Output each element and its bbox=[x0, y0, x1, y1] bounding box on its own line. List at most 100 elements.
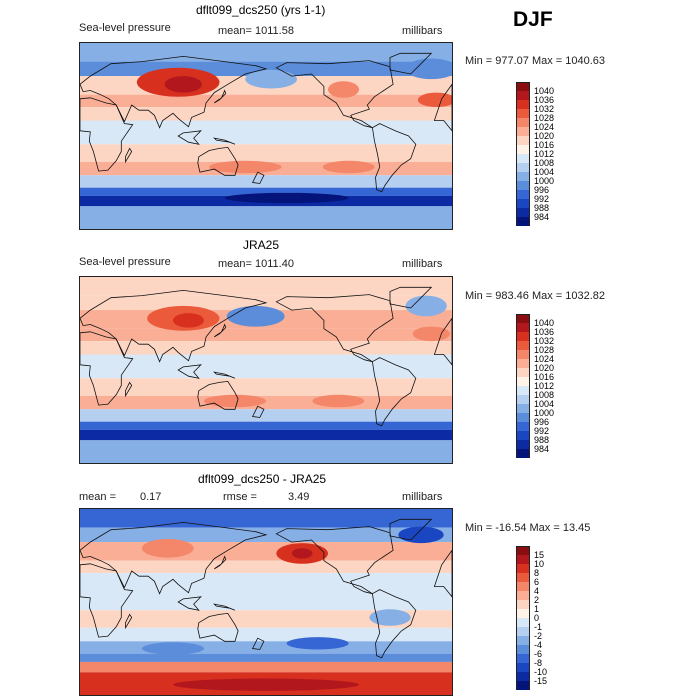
colorbar-cell bbox=[516, 431, 530, 440]
colorbar-label: 1004 bbox=[534, 167, 555, 177]
colorbar-label: 10 bbox=[534, 559, 545, 569]
colorbar-cell bbox=[516, 172, 530, 181]
colorbar-cell bbox=[516, 91, 530, 100]
panel2-map bbox=[79, 276, 453, 464]
colorbar-label: 8 bbox=[534, 568, 540, 578]
panel1-variable: Sea-level pressure bbox=[79, 22, 171, 34]
coastline-1 bbox=[80, 563, 134, 638]
band-9 bbox=[80, 421, 452, 430]
feature-6 bbox=[142, 642, 204, 655]
colorbar-cell bbox=[516, 154, 530, 163]
colorbar-cell bbox=[516, 359, 530, 368]
band-3 bbox=[80, 328, 452, 342]
colorbar-cell bbox=[516, 663, 530, 672]
coastline-2 bbox=[433, 317, 452, 366]
season-label: DJF bbox=[513, 8, 553, 31]
band-11 bbox=[80, 206, 452, 229]
colorbar-label: 1000 bbox=[534, 408, 555, 418]
colorbar-cell bbox=[516, 217, 530, 226]
colorbar-cell bbox=[516, 109, 530, 118]
band-0 bbox=[80, 277, 452, 296]
colorbar-label: 1024 bbox=[534, 122, 555, 132]
colorbar-label: 996 bbox=[534, 417, 550, 427]
coastline-4 bbox=[371, 589, 417, 659]
feature-7 bbox=[173, 678, 359, 691]
coastline-8 bbox=[213, 371, 236, 379]
band-9 bbox=[80, 187, 452, 196]
feature-4 bbox=[412, 326, 450, 342]
colorbar-cell bbox=[516, 591, 530, 600]
coastline-9 bbox=[214, 89, 227, 104]
coastline-5 bbox=[197, 612, 239, 642]
coastline-4 bbox=[371, 357, 417, 427]
band-0 bbox=[80, 509, 452, 528]
colorbar-label: 2 bbox=[534, 595, 540, 605]
colorbar-label: 1036 bbox=[534, 95, 555, 105]
coastline-1 bbox=[80, 97, 134, 172]
colorbar-cell bbox=[516, 672, 530, 681]
coastline-2 bbox=[433, 83, 452, 132]
colorbar-cell bbox=[516, 449, 530, 458]
panel1-map-svg bbox=[80, 43, 452, 229]
colorbar-cell bbox=[516, 368, 530, 377]
band-8 bbox=[80, 175, 452, 188]
panel3-map-svg bbox=[80, 509, 452, 695]
band-9 bbox=[80, 653, 452, 662]
feature-2 bbox=[245, 69, 297, 89]
feature-2 bbox=[142, 538, 194, 558]
coastline-3 bbox=[275, 294, 394, 363]
band-5 bbox=[80, 586, 452, 611]
colorbar-label: 1 bbox=[534, 604, 540, 614]
panel1-map bbox=[79, 42, 453, 230]
colorbar-label: -4 bbox=[534, 640, 543, 650]
colorbar-label: 992 bbox=[534, 194, 550, 204]
colorbar-cell bbox=[516, 314, 530, 323]
panel2-minmax: Min = 983.46 Max = 1032.82 bbox=[465, 290, 606, 302]
colorbar-cell bbox=[516, 404, 530, 413]
colorbar-label: 1028 bbox=[534, 113, 555, 123]
colorbar-label: -15 bbox=[534, 676, 548, 686]
colorbar-label: -10 bbox=[534, 667, 548, 677]
colorbar-label: 988 bbox=[534, 203, 550, 213]
band-7 bbox=[80, 627, 452, 642]
coastline-5 bbox=[197, 146, 239, 176]
band-2 bbox=[80, 542, 452, 561]
coastline-4 bbox=[371, 123, 417, 193]
colorbar-label: 6 bbox=[534, 577, 540, 587]
colorbar-label: 992 bbox=[534, 426, 550, 436]
coastline-1 bbox=[80, 331, 134, 406]
colorbar-cell bbox=[516, 386, 530, 395]
feature-3 bbox=[405, 295, 447, 317]
colorbar-label: 1024 bbox=[534, 354, 555, 364]
feature-1 bbox=[173, 313, 204, 328]
panel2-variable: Sea-level pressure bbox=[79, 256, 171, 268]
colorbar-cell bbox=[516, 377, 530, 386]
colorbar-label: 1040 bbox=[534, 86, 555, 96]
coastline-11 bbox=[251, 405, 265, 418]
panel2-units: millibars bbox=[402, 258, 443, 270]
feature-4 bbox=[286, 637, 349, 650]
colorbar-cell bbox=[516, 118, 530, 127]
colorbar-label: 0 bbox=[534, 613, 540, 623]
colorbar-cell bbox=[516, 82, 530, 91]
colorbar-cell bbox=[516, 145, 530, 154]
colorbar-cell bbox=[516, 323, 530, 332]
coastline-11 bbox=[251, 171, 265, 184]
colorbar-label: 1000 bbox=[534, 176, 555, 186]
colorbar-cell bbox=[516, 564, 530, 573]
feature-6 bbox=[209, 160, 282, 174]
coastline-10 bbox=[125, 613, 133, 630]
coastline-3 bbox=[275, 526, 394, 595]
band-6 bbox=[80, 610, 452, 628]
panel3-rmse-label: rmse = bbox=[223, 491, 257, 503]
band-5 bbox=[80, 120, 452, 145]
coastline-10 bbox=[125, 147, 133, 164]
coastline-11 bbox=[251, 637, 265, 650]
band-3 bbox=[80, 94, 452, 108]
band-7 bbox=[80, 395, 452, 410]
colorbar-cell bbox=[516, 609, 530, 618]
feature-7 bbox=[322, 160, 375, 174]
colorbar-label: 4 bbox=[534, 586, 540, 596]
feature-5 bbox=[204, 394, 266, 408]
colorbar-label: 1028 bbox=[534, 345, 555, 355]
